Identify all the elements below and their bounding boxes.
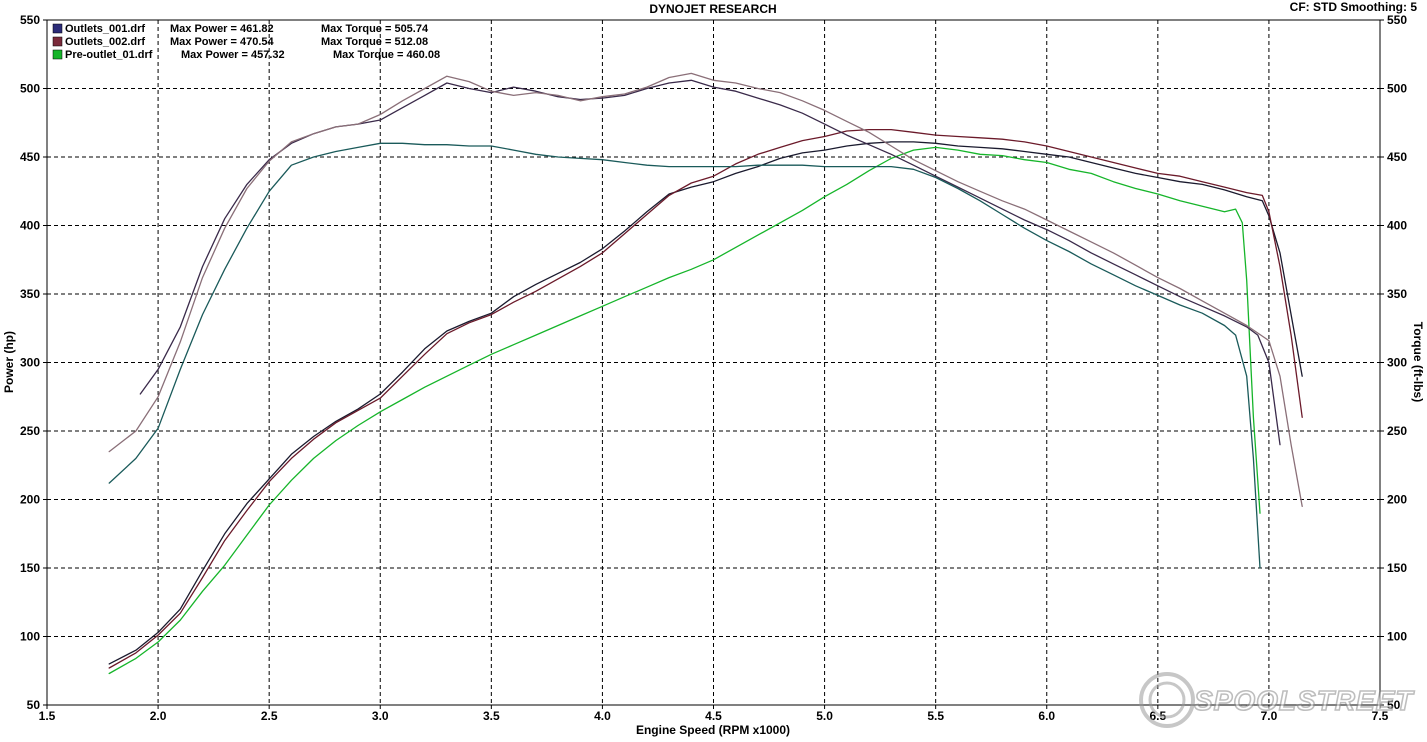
y-tick-label: 550 xyxy=(20,13,40,27)
x-tick-label: 7.0 xyxy=(1261,709,1278,723)
x-tick-label: 2.0 xyxy=(150,709,167,723)
x-tick-label: 7.5 xyxy=(1372,709,1389,723)
x-tick-label: 5.0 xyxy=(816,709,833,723)
y-tick-label: 350 xyxy=(20,287,40,301)
x-ticks: 1.5 2.0 2.5 3.0 3.5 4.0 4.5 5.0 5.5 6.0 6.5 7.0 7.5 xyxy=(39,705,1389,723)
legend-torque-outlets-002: Max Torque = 512.08 xyxy=(321,36,428,48)
chart-title: DYNOJET RESEARCH xyxy=(649,2,776,16)
y2-tick-label: 200 xyxy=(1387,493,1407,507)
y2-tick-label: 550 xyxy=(1387,13,1407,27)
y-ticks-right: 50 100 150 200 250 300 350 400 450 500 550 xyxy=(1380,13,1407,712)
y-tick-label: 450 xyxy=(20,150,40,164)
legend-swatch-outlets-002 xyxy=(52,36,63,47)
x-tick-label: 1.5 xyxy=(39,709,56,723)
legend-power-pre-outlet-01: Max Power = 457.32 xyxy=(181,49,285,61)
y2-tick-label: 300 xyxy=(1387,356,1407,370)
y2-tick-label: 450 xyxy=(1387,150,1407,164)
x-tick-label: 4.0 xyxy=(594,709,611,723)
x-tick-label: 4.5 xyxy=(705,709,722,723)
legend-file-outlets-001: Outlets_001.drf xyxy=(65,23,145,35)
y2-tick-label: 150 xyxy=(1387,561,1407,575)
legend-file-pre-outlet-01: Pre-outlet_01.drf xyxy=(65,49,153,61)
watermark-logo-inner-icon xyxy=(1148,681,1186,719)
series-layer xyxy=(108,72,1303,675)
legend: Outlets_001.drf Max Power = 461.82 Max T… xyxy=(52,23,440,61)
y2-tick-label: 100 xyxy=(1387,630,1407,644)
legend-torque-outlets-001: Max Torque = 505.74 xyxy=(321,23,429,35)
y-tick-label: 300 xyxy=(20,356,40,370)
y2-tick-label: 400 xyxy=(1387,219,1407,233)
y-axis-title: Power (hp) xyxy=(2,331,16,393)
y2-axis-title: Torque (ft-lbs) xyxy=(1411,322,1425,402)
y2-tick-label: 50 xyxy=(1387,698,1401,712)
y2-tick-label: 250 xyxy=(1387,424,1407,438)
watermark-text: SPOOLSTREET xyxy=(1194,685,1415,716)
legend-torque-pre-outlet-01: Max Torque = 460.08 xyxy=(333,49,440,61)
legend-power-outlets-001: Max Power = 461.82 xyxy=(170,23,274,35)
y-tick-label: 50 xyxy=(27,698,41,712)
series-pre-outlet-01-torque xyxy=(108,142,1261,569)
grid xyxy=(47,20,1380,705)
x-tick-label: 3.5 xyxy=(483,709,500,723)
x-tick-label: 6.0 xyxy=(1038,709,1055,723)
y-tick-label: 400 xyxy=(20,219,40,233)
x-axis-title: Engine Speed (RPM x1000) xyxy=(636,723,790,737)
legend-power-outlets-002: Max Power = 470.54 xyxy=(170,36,275,48)
legend-swatch-pre-outlet-01 xyxy=(52,49,63,60)
y2-tick-label: 350 xyxy=(1387,287,1407,301)
y-tick-label: 250 xyxy=(20,424,40,438)
legend-swatch-outlets-001 xyxy=(52,23,63,34)
x-tick-label: 3.0 xyxy=(372,709,389,723)
series-outlets-002-torque xyxy=(108,72,1303,508)
watermark-logo-outer-icon xyxy=(1139,672,1195,728)
chart-settings: CF: STD Smoothing: 5 xyxy=(1290,0,1418,14)
y-tick-label: 500 xyxy=(20,82,40,96)
series-outlets-001-power xyxy=(108,141,1303,665)
series-pre-outlet-01-power xyxy=(108,146,1261,675)
y-tick-label: 100 xyxy=(20,630,40,644)
series-outlets-002-power xyxy=(108,128,1303,669)
spoolstreet-watermark: SPOOLSTREET xyxy=(1139,672,1415,728)
y-tick-label: 200 xyxy=(20,493,40,507)
y2-tick-label: 500 xyxy=(1387,82,1407,96)
x-tick-label: 5.5 xyxy=(927,709,944,723)
y-tick-label: 150 xyxy=(20,561,40,575)
y-ticks-left: 50 100 150 200 250 300 350 400 450 500 550 xyxy=(20,13,47,712)
legend-file-outlets-002: Outlets_002.drf xyxy=(65,36,145,48)
x-tick-label: 2.5 xyxy=(261,709,278,723)
